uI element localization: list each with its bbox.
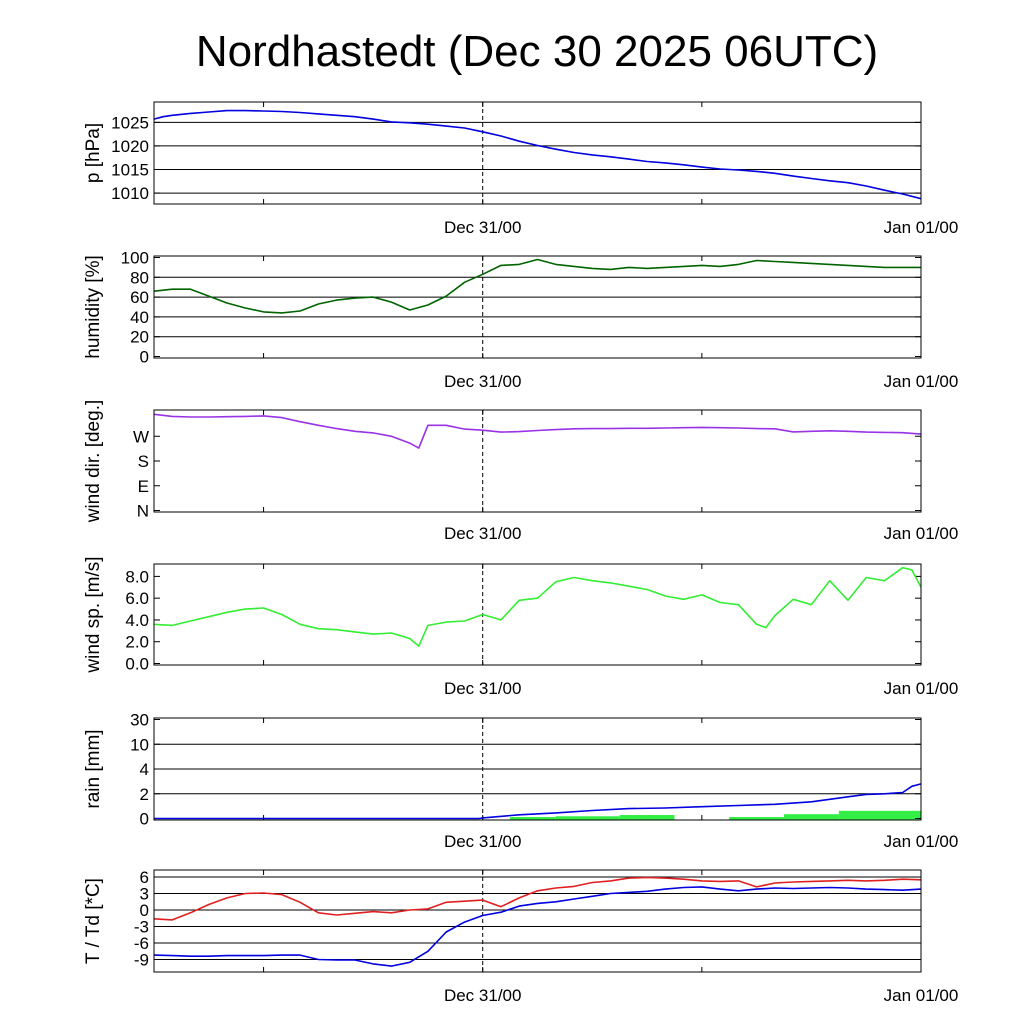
rain-bar [838, 810, 921, 820]
y-tick-label: 30 [130, 711, 149, 730]
series-wind-speed [153, 566, 922, 647]
y-tick-label: -6 [134, 934, 149, 953]
y-tick-label: 60 [130, 288, 149, 307]
x-tick-label: Dec 31/00 [444, 832, 522, 851]
y-axis-label: rain [mm] [83, 729, 104, 808]
y-tick-label: 6 [140, 868, 149, 887]
plot-frame [153, 869, 922, 973]
y-tick-label: 6.0 [125, 589, 149, 608]
series-pressure [153, 109, 922, 200]
x-tick-label: Dec 31/00 [444, 679, 522, 698]
series-t [153, 876, 922, 921]
x-tick-label: Dec 31/00 [444, 218, 522, 237]
x-tick-label: Dec 31/00 [444, 372, 522, 391]
y-tick-label: 100 [121, 249, 149, 268]
x-tick-label: Dec 31/00 [444, 986, 522, 1005]
chart-title: Nordhastedt (Dec 30 2025 06UTC) [196, 27, 878, 76]
y-tick-label: W [133, 427, 149, 446]
series-accumulated-precipitation [154, 783, 922, 820]
y-tick-label: 4.0 [125, 611, 149, 630]
x-tick-label: Dec 31/00 [444, 524, 522, 543]
panel-temperature: 630-3-6-9 Dec 31/00 Jan 01/00 T / Td [*C] [83, 868, 958, 1005]
y-axis-label: p [hPa] [83, 123, 104, 183]
y-tick-label: 1020 [111, 137, 149, 156]
x-tick-label: Jan 01/00 [884, 832, 959, 851]
y-tick-label: 10 [130, 735, 149, 754]
y-tick-label: 0 [140, 348, 149, 367]
rain-bar [784, 814, 839, 820]
plot-frame [153, 101, 922, 205]
panel-rain: 30 10 4 2 0 Dec 31/00 Jan 01/00 rain [mm] [83, 711, 958, 852]
y-tick-label: 0 [140, 810, 149, 829]
y-tick-label: N [137, 502, 149, 521]
panel-pressure: 1025 1020 1015 1010 Dec 31/00 Jan 01/00 p [hPa… [83, 101, 959, 237]
y-tick-label: 80 [130, 268, 149, 287]
y-tick-label: 3 [140, 885, 149, 904]
y-tick-label: 8.0 [125, 567, 149, 586]
rain-bar [555, 816, 620, 820]
plot-frame [153, 717, 922, 821]
x-tick-label: Jan 01/00 [884, 986, 959, 1005]
series-humidity [153, 258, 921, 314]
y-tick-label: -9 [134, 951, 149, 970]
x-tick-label: Jan 01/00 [884, 524, 959, 543]
y-tick-label: -3 [134, 918, 149, 937]
rain-bar [510, 817, 556, 820]
x-tick-label: Jan 01/00 [884, 679, 959, 698]
y-tick-label: 1015 [111, 161, 149, 180]
rain-bar [619, 815, 675, 820]
y-tick-label: 20 [130, 328, 149, 347]
y-axis-label: T / Td [*C] [83, 878, 104, 964]
plot-frame [153, 255, 922, 359]
panel-wind-speed: 8.0 6.0 4.0 2.0 0.0 Dec 31/00 Jan 01/00 wind sp… [83, 556, 958, 698]
y-tick-label: 1010 [111, 184, 149, 203]
plot-frame [153, 409, 922, 513]
y-tick-label: 2.0 [125, 633, 149, 652]
y-tick-label: S [138, 452, 149, 471]
y-axis-label: wind sp. [m/s] [83, 556, 104, 673]
y-tick-label: 0.0 [125, 655, 149, 674]
y-tick-label: 1025 [111, 113, 149, 132]
y-axis-label: wind dir. [deg.] [83, 400, 104, 524]
series-td [153, 886, 922, 967]
plot-frame [153, 563, 922, 666]
series-wind-direction [153, 413, 922, 449]
y-tick-label: 2 [140, 785, 149, 804]
x-tick-label: Jan 01/00 [884, 372, 959, 391]
x-tick-label: Jan 01/00 [884, 218, 959, 237]
y-axis-label: humidity [%] [83, 255, 104, 358]
y-tick-label: 0 [140, 901, 149, 920]
y-tick-label: 4 [140, 760, 149, 779]
y-tick-label: 40 [130, 308, 149, 327]
y-tick-label: E [138, 477, 149, 496]
rain-bar [729, 817, 785, 820]
